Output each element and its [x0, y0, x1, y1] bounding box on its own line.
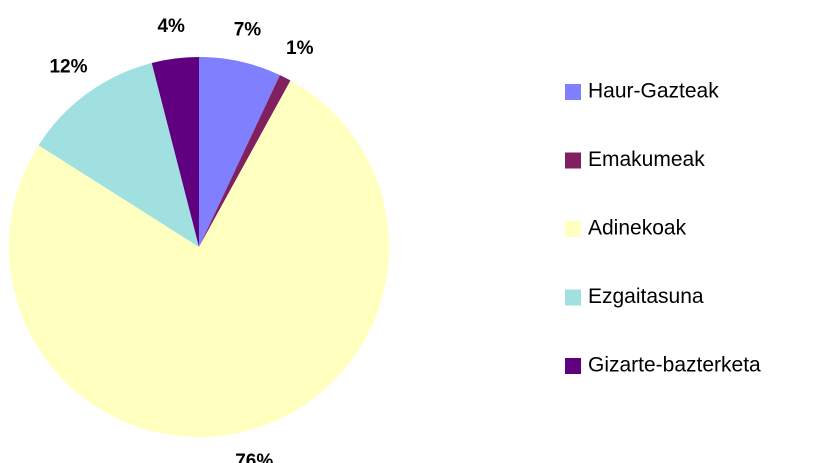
legend-swatch: [565, 84, 581, 100]
legend-swatch: [565, 152, 581, 169]
data-label: 4%: [157, 16, 185, 37]
legend-label: Gizarte-bazterketa: [588, 354, 761, 377]
data-label: 7%: [234, 19, 262, 40]
data-label: 1%: [286, 38, 314, 59]
data-label: 76%: [235, 451, 273, 463]
pie-slice: [8, 80, 389, 437]
legend-label: Haur-Gazteak: [588, 80, 719, 103]
legend-swatch: [565, 358, 581, 374]
pie-slice: [151, 57, 199, 247]
pie-slice: [38, 62, 199, 247]
legend-label: Adinekoak: [588, 217, 687, 240]
legend-swatch: [565, 289, 581, 306]
legend-label: Ezgaitasuna: [588, 285, 704, 308]
legend-label: Emakumeak: [588, 148, 705, 171]
data-label: 12%: [49, 56, 87, 77]
pie-slice: [199, 57, 280, 247]
pie-slice: [199, 75, 291, 248]
legend-swatch: [565, 221, 581, 237]
